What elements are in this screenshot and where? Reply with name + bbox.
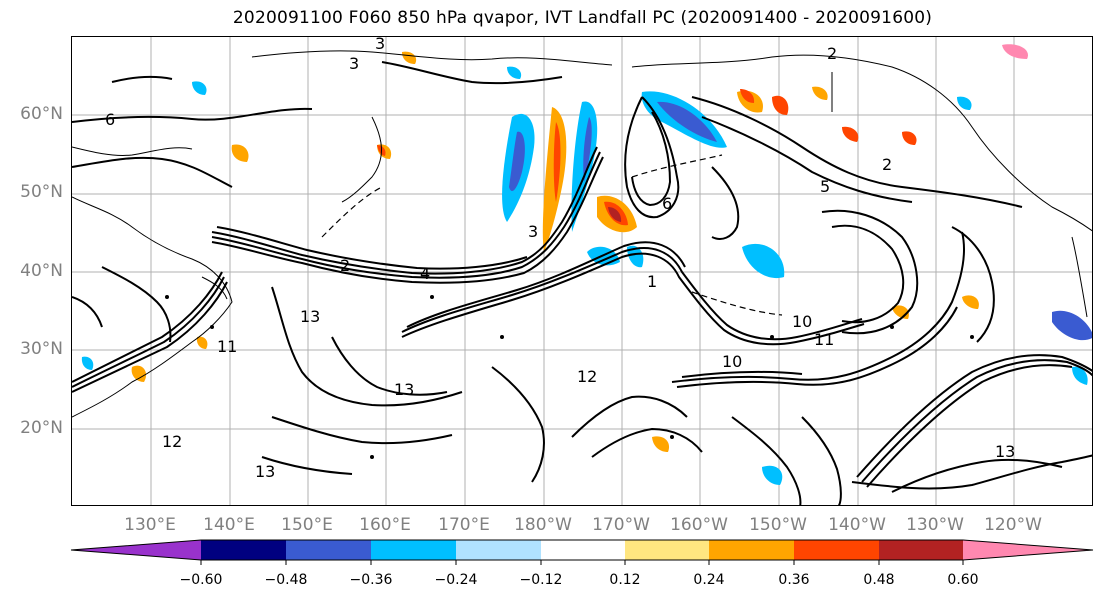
colorbar-tick-label: −0.24 bbox=[434, 572, 478, 588]
lon-label: 120°W bbox=[984, 515, 1042, 535]
lon-label: 150°W bbox=[749, 515, 807, 535]
colorbar-tick-label: −0.48 bbox=[264, 572, 308, 588]
contour-label: 13 bbox=[255, 462, 275, 481]
contour-label: 13 bbox=[394, 380, 414, 399]
lon-label: 140°W bbox=[828, 515, 886, 535]
lon-label: 130°E bbox=[124, 515, 176, 535]
contour-label: 3 bbox=[528, 222, 538, 241]
dashed-contours bbox=[321, 154, 783, 316]
lat-label: 50°N bbox=[20, 182, 63, 202]
contour-label: 12 bbox=[577, 367, 597, 386]
scatter-dots bbox=[165, 295, 974, 459]
colorbar-segment bbox=[794, 540, 879, 560]
lon-label: 140°E bbox=[203, 515, 255, 535]
contour-label: 6 bbox=[662, 194, 672, 213]
contour-label: 11 bbox=[217, 337, 237, 356]
lat-label: 30°N bbox=[20, 339, 63, 359]
contour-label: 2 bbox=[827, 44, 837, 63]
colorbar-segment bbox=[286, 540, 371, 560]
lat-label: 20°N bbox=[20, 418, 63, 438]
colorbar-segment bbox=[879, 540, 963, 560]
ivt-contours bbox=[72, 61, 1092, 505]
contour-label-group: 3 3 6 2 2 5 2 4 3 6 1 13 13 11 12 10 11 … bbox=[105, 37, 1015, 481]
colorbar-segment bbox=[201, 540, 286, 560]
lon-label: 160°W bbox=[670, 515, 728, 535]
colorbar-segment bbox=[963, 540, 1093, 560]
contour-label: 11 bbox=[814, 330, 834, 349]
map-canvas: 3 3 6 2 2 5 2 4 3 6 1 13 13 11 12 10 11 … bbox=[72, 37, 1092, 505]
lon-label: 150°E bbox=[281, 515, 333, 535]
contour-label: 10 bbox=[722, 352, 742, 371]
lon-label: 170°W bbox=[592, 515, 650, 535]
colorbar-tick-label: 0.48 bbox=[863, 572, 895, 588]
contour-label: 10 bbox=[792, 312, 812, 331]
map-panel: 3 3 6 2 2 5 2 4 3 6 1 13 13 11 12 10 11 … bbox=[71, 36, 1093, 506]
lon-label: 180°W bbox=[514, 515, 572, 535]
colorbar-segment bbox=[709, 540, 794, 560]
colorbar-segment bbox=[371, 540, 456, 560]
lat-label: 60°N bbox=[20, 104, 63, 124]
contour-label: 1 bbox=[647, 272, 657, 291]
contour-label: 5 bbox=[820, 177, 830, 196]
lon-label: 170°E bbox=[438, 515, 490, 535]
colorbar-tick-label: −0.60 bbox=[179, 572, 223, 588]
contour-label: 13 bbox=[995, 442, 1015, 461]
colorbar-tick-label: 0.24 bbox=[693, 572, 725, 588]
contour-label: 3 bbox=[349, 54, 359, 73]
contour-label: 12 bbox=[162, 432, 182, 451]
colorbar-segment bbox=[541, 540, 625, 560]
contour-label: 13 bbox=[300, 307, 320, 326]
colorbar-tick-label: 0.12 bbox=[609, 572, 641, 588]
contour-label: 2 bbox=[882, 155, 892, 174]
coastlines bbox=[72, 50, 1092, 418]
contour-label: 6 bbox=[105, 110, 115, 129]
colorbar-segment bbox=[456, 540, 541, 560]
colorbar-tick-label: 0.60 bbox=[947, 572, 979, 588]
colorbar-segment bbox=[625, 540, 709, 560]
colorbar-tick-label: −0.36 bbox=[349, 572, 393, 588]
colorbar-segments bbox=[71, 540, 1093, 560]
colorbar-tick-label: −0.12 bbox=[519, 572, 563, 588]
contour-label: 2 bbox=[340, 256, 350, 275]
lon-label: 160°E bbox=[359, 515, 411, 535]
colorbar-segment bbox=[71, 540, 201, 560]
qvapor-shading bbox=[81, 44, 1092, 485]
map-title: 2020091100 F060 850 hPa qvapor, IVT Land… bbox=[232, 8, 933, 28]
lon-label: 130°W bbox=[906, 515, 964, 535]
contour-label: 4 bbox=[420, 264, 430, 283]
contour-label: 3 bbox=[375, 37, 385, 53]
lat-label: 40°N bbox=[20, 261, 63, 281]
colorbar-tick-label: 0.36 bbox=[778, 572, 810, 588]
colorbar-ticks bbox=[200, 560, 964, 565]
